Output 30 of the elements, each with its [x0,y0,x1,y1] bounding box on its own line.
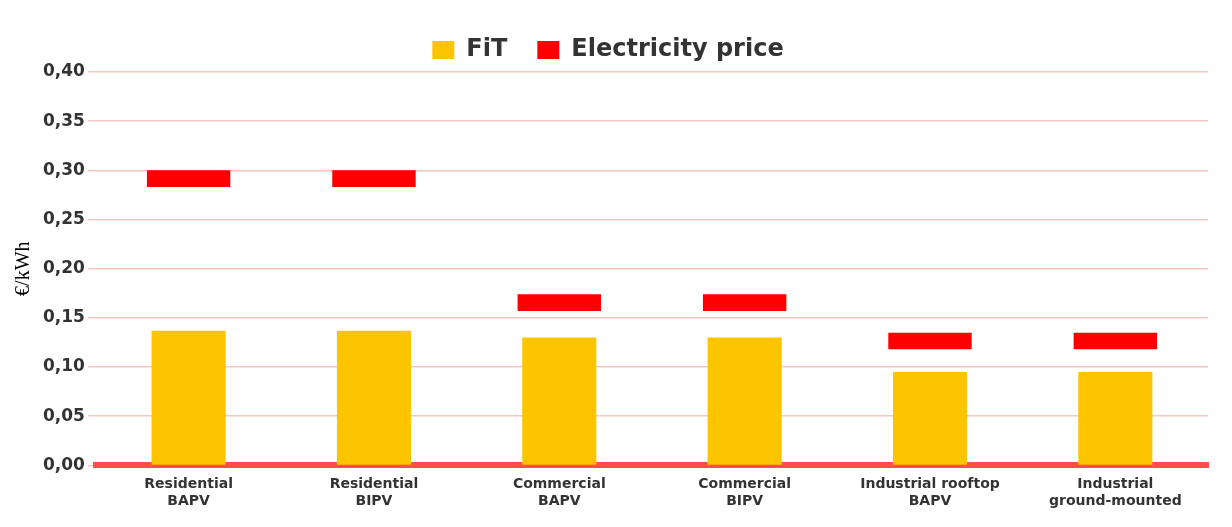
bar [522,337,597,465]
y-tick-label: 0,00 [42,453,86,474]
y-tick-label: 0,10 [42,355,86,376]
x-tick-label: Residential BAPV [144,475,233,509]
x-tick-label: Residential BIPV [329,475,419,509]
y-axis-title: €/kWh [11,241,34,296]
x-tick-label: Commercial BIPV [698,475,792,509]
bar [146,170,231,188]
y-tick-label: 0,20 [42,257,86,278]
y-tick-label: 0,40 [42,60,86,81]
bar [151,330,226,465]
x-tick-label: Industrial rooftop BAPV [860,475,1000,509]
x-tick-label: Commercial BAPV [512,475,606,509]
bar [1078,371,1153,465]
legend-label: FiT [466,34,508,63]
bar [517,294,601,311]
bar [702,294,787,311]
bar [336,330,412,465]
y-tick-label: 0,05 [42,404,85,425]
y-tick-label: 0,25 [42,207,85,228]
y-tick-label: 0,35 [42,109,85,130]
bar [892,371,968,465]
y-tick-label: 0,30 [42,158,86,179]
bar [707,337,782,465]
y-tick-label: 0,15 [42,306,85,327]
bar [1073,332,1158,350]
legend-label: Electricity price [571,34,784,63]
bar [888,332,972,350]
bar [332,170,416,188]
x-tick-label: Industrial ground-mounted [1048,475,1182,509]
